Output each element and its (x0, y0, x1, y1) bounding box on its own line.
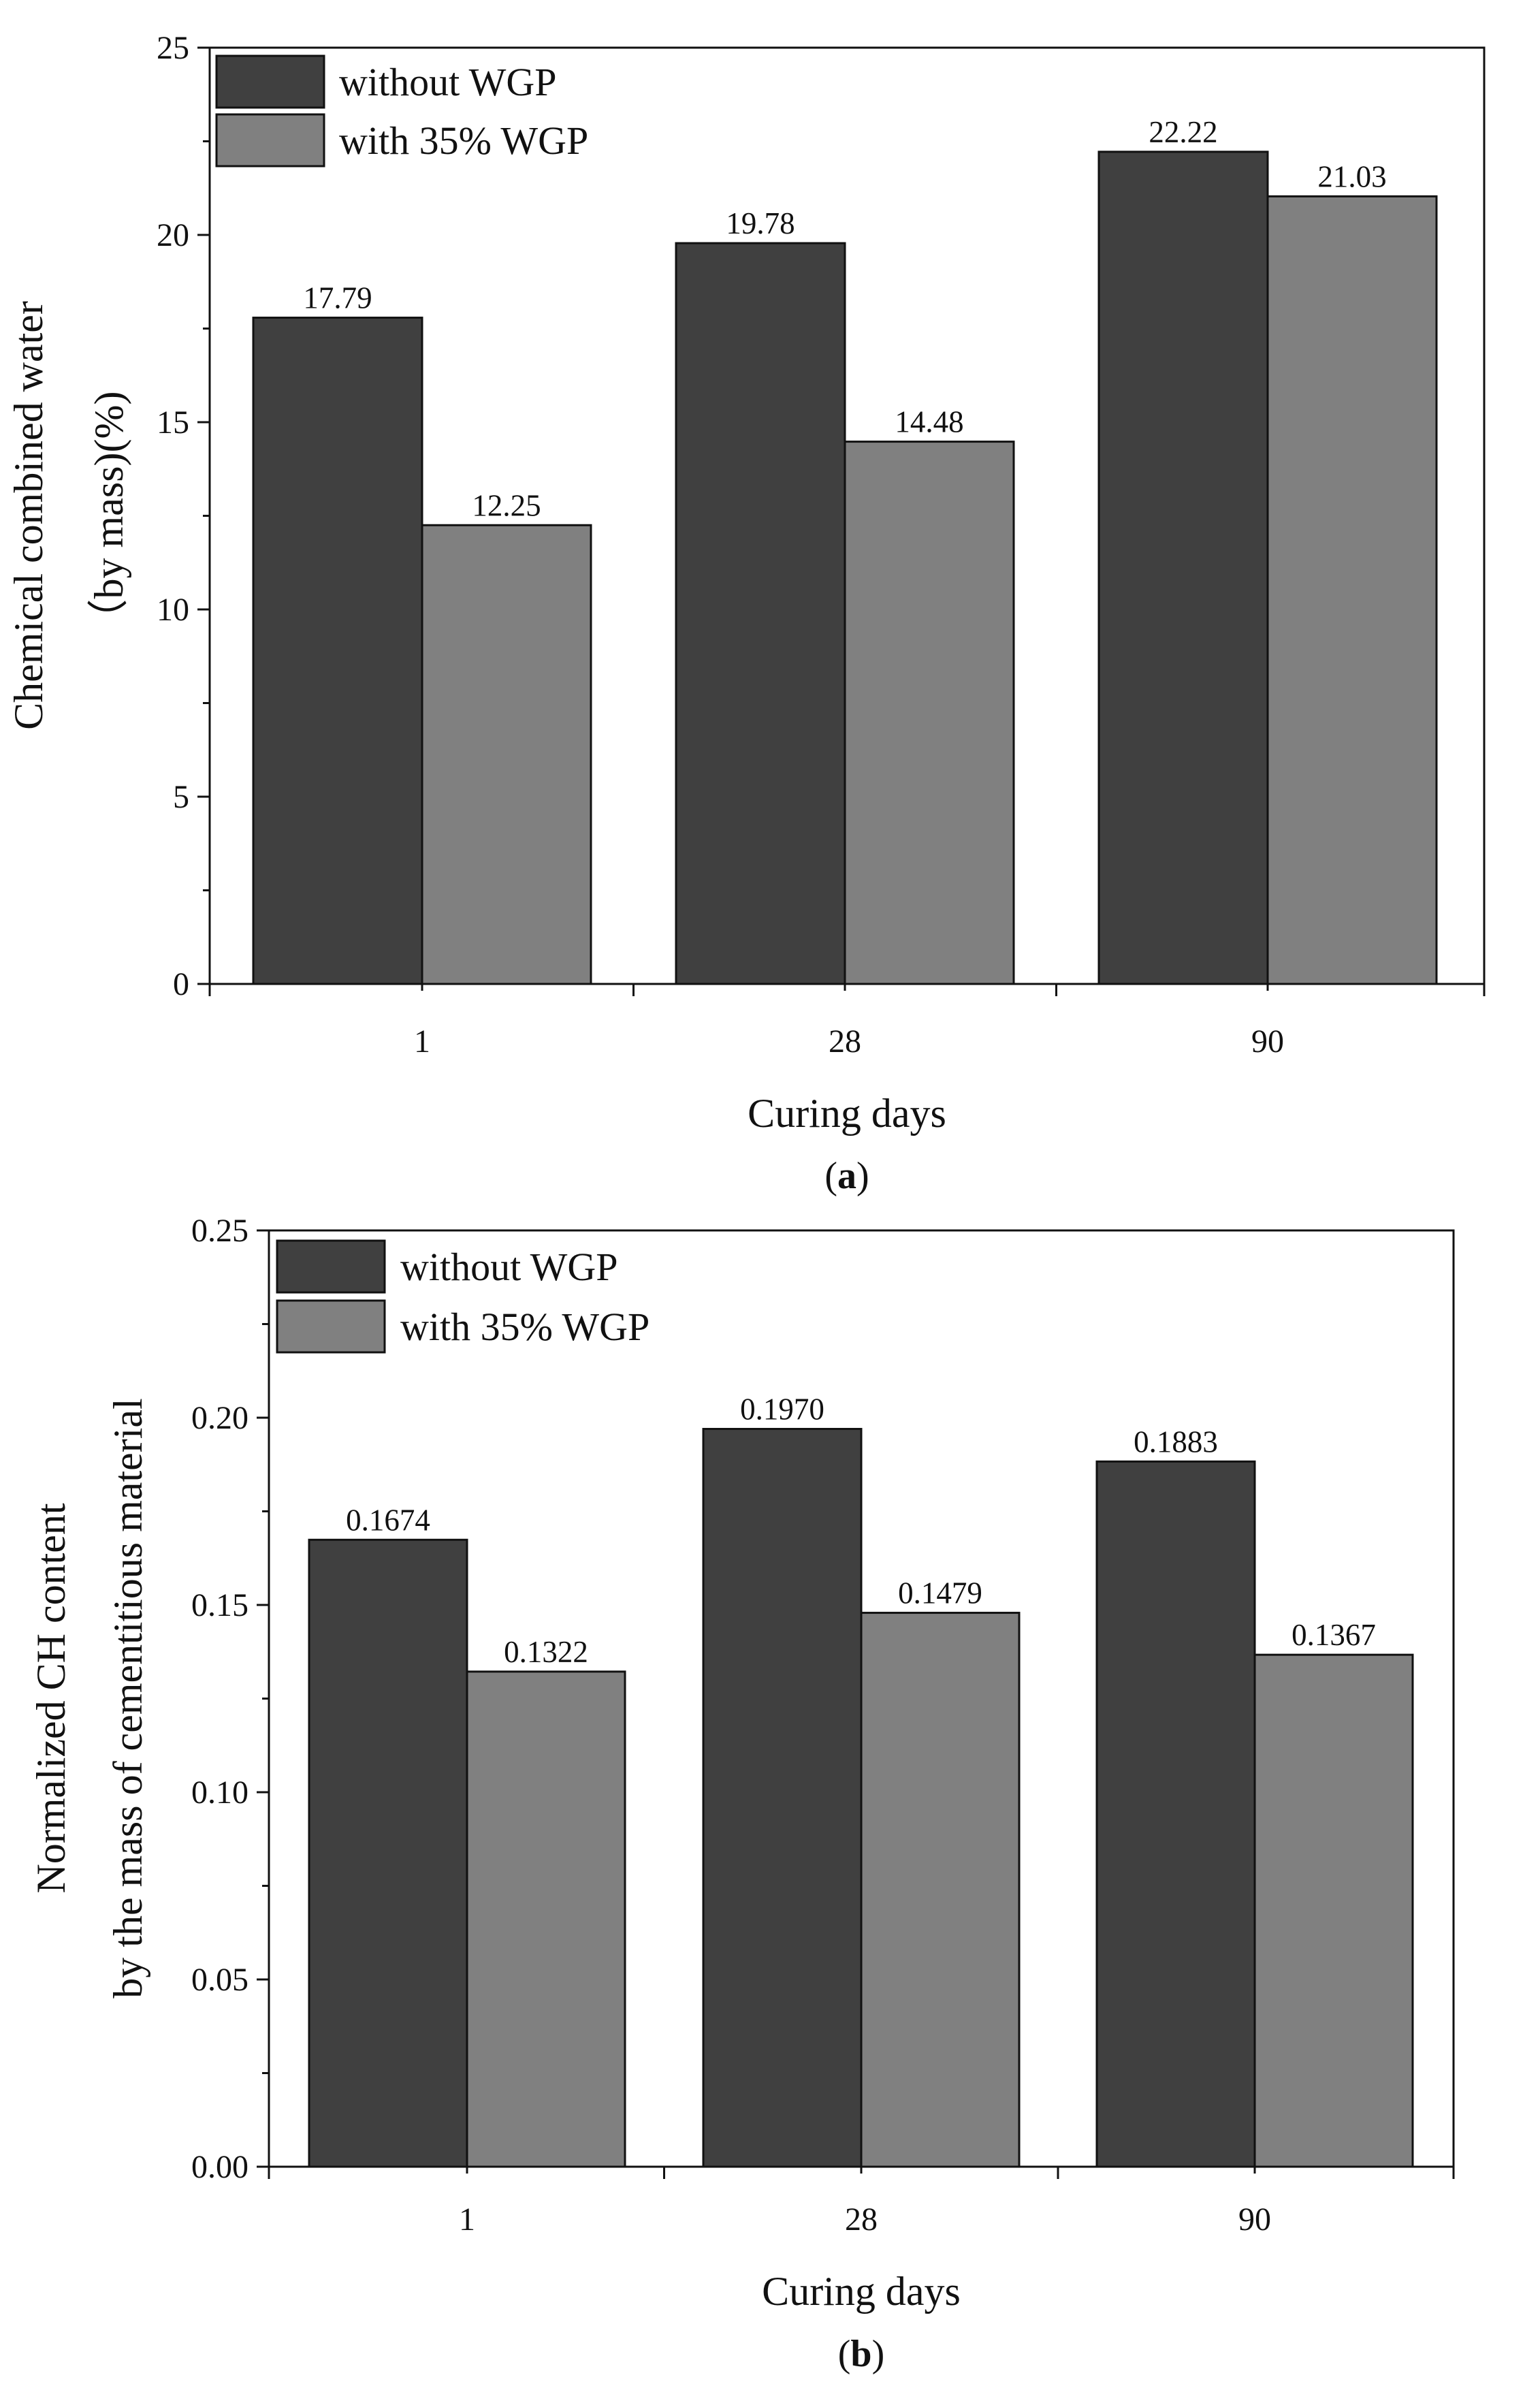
y-axis-title-line: （by mass)(%) (86, 392, 131, 640)
y-tick-label: 0.20 (191, 1400, 248, 1436)
y-axis-title-line: Normalized CH content (29, 1503, 74, 1893)
y-axis-title-line: Chemical combined water (6, 301, 51, 730)
legend-label: with 35% WGP (400, 1305, 649, 1349)
y-tick-label: 25 (157, 30, 189, 66)
y-tick-label: 15 (157, 404, 189, 441)
y-tick-label: 0.00 (191, 2149, 248, 2185)
bar-with-35-wgp-90 (1266, 195, 1438, 985)
bar-with-35-wgp-28 (860, 1612, 1021, 2168)
legend-swatch (276, 1239, 386, 1294)
x-tick-label: 90 (1251, 1023, 1284, 1060)
bar-without-wgp-1 (308, 1538, 468, 2168)
caption-paren-close: ) (856, 1155, 869, 1197)
figure-caption: (a) (824, 1155, 869, 1197)
bar-value-label: 21.03 (1317, 159, 1386, 193)
bar-value-label: 22.22 (1149, 115, 1217, 149)
caption-paren-open: ( (838, 2333, 851, 2375)
caption-paren-close: ) (872, 2333, 885, 2375)
figure-caption: (b) (838, 2333, 884, 2375)
y-tick-label: 0 (173, 966, 189, 1002)
bar-value-label: 0.1479 (898, 1576, 982, 1610)
legend-swatch (276, 1299, 386, 1354)
x-axis-title: Curing days (748, 1091, 946, 1136)
legend-label: without WGP (400, 1245, 618, 1289)
bar-with-35-wgp-1 (466, 1670, 626, 2168)
caption-letter: a (837, 1155, 856, 1197)
bar-value-label: 0.1322 (504, 1635, 588, 1669)
y-tick-label: 5 (173, 779, 189, 815)
y-tick-label: 10 (157, 592, 189, 628)
bar-without-wgp-1 (252, 317, 423, 985)
y-axis-title-line: by the mass of cementitious material (106, 1398, 150, 1998)
caption-letter: b (850, 2333, 871, 2375)
x-tick-label: 1 (414, 1023, 430, 1060)
bar-without-wgp-28 (702, 1428, 863, 2168)
bar-without-wgp-28 (675, 242, 846, 985)
y-tick-label: 20 (157, 217, 189, 253)
bar-with-35-wgp-1 (421, 524, 592, 985)
chart-b: 0.1674 0.1970 0.1883 0.1322 0.1479 0.1367 0.00… (29, 1213, 1455, 2375)
bar-value-label: 19.78 (726, 206, 795, 240)
y-tick-label: 0.15 (191, 1587, 248, 1623)
bar-with-35-wgp-28 (844, 441, 1015, 985)
bar-value-label: 17.79 (303, 281, 372, 315)
y-tick-label: 0.10 (191, 1775, 248, 1811)
x-tick-label: 90 (1238, 2201, 1271, 2238)
x-tick-label: 1 (459, 2201, 475, 2238)
legend-label: with 35% WGP (339, 118, 588, 163)
bar-with-35-wgp-90 (1253, 1653, 1414, 2168)
x-tick-label: 28 (845, 2201, 878, 2238)
y-tick-label: 0.25 (191, 1213, 248, 1249)
caption-paren-open: ( (824, 1155, 837, 1197)
bar-value-label: 14.48 (895, 405, 963, 439)
x-tick-label: 28 (829, 1023, 861, 1060)
legend-swatch (215, 113, 325, 168)
bar-value-label: 0.1883 (1134, 1425, 1218, 1459)
bar-without-wgp-90 (1097, 150, 1269, 985)
bar-value-label: 12.25 (472, 488, 541, 522)
x-axis-title: Curing days (762, 2269, 961, 2314)
bar-without-wgp-90 (1095, 1460, 1256, 2168)
bar-value-label: 0.1970 (740, 1393, 824, 1427)
legend-swatch (215, 54, 325, 109)
bar-value-label: 0.1367 (1292, 1618, 1376, 1652)
bar-value-label: 0.1674 (346, 1503, 430, 1537)
y-tick-label: 0.05 (191, 1962, 248, 1998)
chart-a: 17.79 19.78 22.22 12.25 14.48 21.03 0 5 10 15 20 25… (6, 30, 1486, 1197)
legend-label: without WGP (339, 60, 557, 104)
